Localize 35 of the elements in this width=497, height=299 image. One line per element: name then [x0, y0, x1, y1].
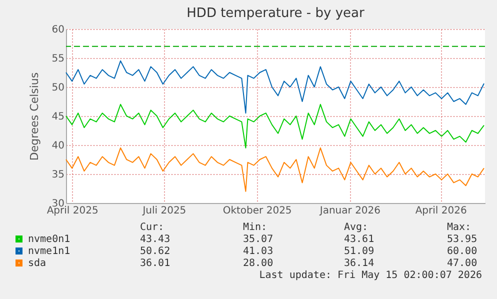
text: 35.07: [243, 234, 274, 245]
y-tick-label: 35: [52, 170, 64, 180]
y-axis-title: Degrees Celsius: [28, 72, 41, 161]
line-series: [66, 60, 484, 114]
line-series: [66, 104, 484, 148]
x-tick-label: Juli 2025: [142, 206, 186, 216]
x-tick-label: Januar 2026: [318, 206, 381, 216]
line-series: [66, 147, 484, 192]
y-tick-label: 50: [52, 82, 64, 94]
text: 43.43: [140, 234, 170, 245]
text: 36.01: [140, 258, 170, 269]
text: 50.62: [140, 246, 170, 257]
text: 41.03: [243, 246, 274, 257]
y-tick-label: 40: [52, 140, 64, 152]
text: 60.00: [447, 246, 478, 257]
legend-label: nvme0n1: [28, 234, 70, 245]
legend-label: sda: [28, 258, 46, 269]
text: Last update: Fri May 15 02:00:07 2026: [259, 270, 482, 281]
text: 53.95: [447, 234, 478, 245]
y-tick-label: 55: [52, 54, 64, 64]
text: Min:: [243, 222, 268, 233]
x-tick-label: Oktober 2025: [222, 206, 292, 216]
y-tick-label: 60: [52, 24, 64, 36]
text: Max:: [447, 222, 472, 233]
x-tick-label: April 2026: [415, 206, 467, 216]
text: 51.09: [344, 246, 374, 257]
text: 43.61: [344, 234, 374, 245]
text: Cur:: [140, 222, 164, 233]
text: 36.14: [344, 258, 374, 269]
text: Avg:: [344, 222, 368, 233]
legend-label: nvme1n1: [28, 246, 70, 257]
text: 28.00: [243, 258, 274, 269]
chart-title: HDD temperature - by year: [186, 6, 365, 21]
text: 47.00: [447, 258, 478, 269]
y-tick-label: 45: [52, 112, 64, 122]
